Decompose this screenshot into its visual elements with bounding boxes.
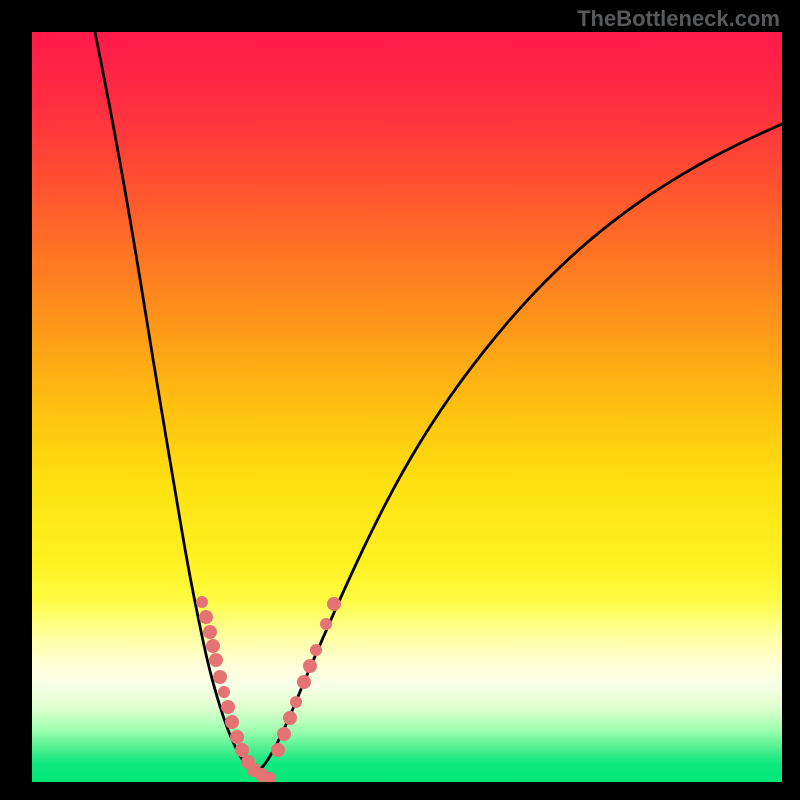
chart-container: TheBottleneck.com xyxy=(0,0,800,800)
watermark-text: TheBottleneck.com xyxy=(577,6,780,32)
gradient-background xyxy=(32,32,782,782)
plot-area xyxy=(32,32,782,782)
